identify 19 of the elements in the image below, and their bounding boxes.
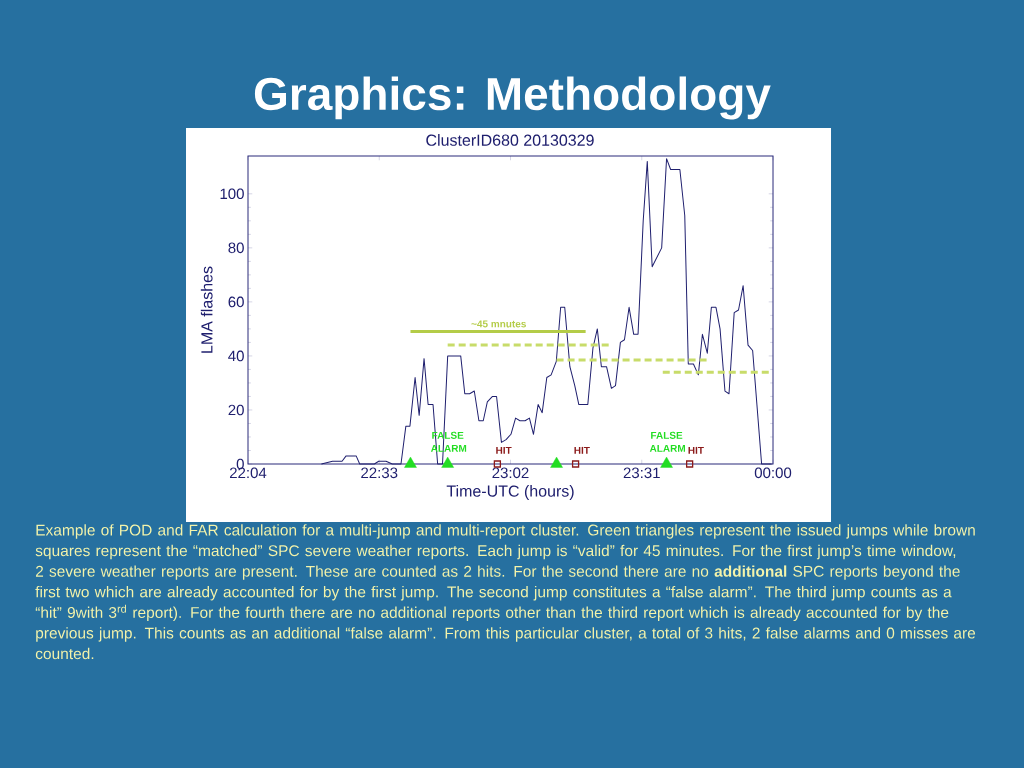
x-axis-title: Time-UTC (hours): [446, 485, 574, 500]
y-tick-label: 100: [220, 188, 244, 200]
y-tick-label: 80: [228, 242, 244, 254]
y-tick-label: 40: [228, 350, 244, 362]
chart-subtitle: ClusterID680 20130329: [426, 134, 594, 146]
annotation: FALSE ALARM: [649, 431, 685, 452]
annotation: ~45 mnutes: [471, 320, 526, 328]
chart-title: Graphics: Methodology: [254, 76, 771, 120]
annotation: HIT: [688, 446, 704, 454]
y-tick-label: 60: [228, 296, 244, 308]
y-axis-title: LMA flashes: [200, 266, 213, 353]
x-tick-label: 23:31: [623, 467, 660, 479]
annotation: HIT: [574, 446, 590, 454]
y-tick-label: 20: [228, 404, 244, 416]
x-tick-label: 00:00: [754, 467, 792, 479]
x-tick-label: 22:33: [361, 467, 398, 479]
text: Example of POD and FAR calculation for a multi-jump and multi-report cluster. Green triangles represent the issued jumps while brown squares represent the “matched” SPC severe weather reports. Each jump is “valid” for 45 minutes. For the first jump’s time window, 2 severe weather reports are present. These are counted as 2 hits. For the second there are no additional SPC reports beyond the first two which are already accounted for by the first jump. The second jump constitutes a “false alarm”. The third jump counts as a “hit” 9with 3$^{rd}$ report). For the fourth there are no additional reports other than the third report which is already accounted for by the previous jump. This counts as an additional “false alarm”. From this particular cluster, a total of 3 hits, 2 false alarms and 0 misses are counted.: [35, 524, 976, 660]
annotation: HIT: [496, 446, 512, 454]
x-tick-label: 23:02: [492, 467, 529, 479]
